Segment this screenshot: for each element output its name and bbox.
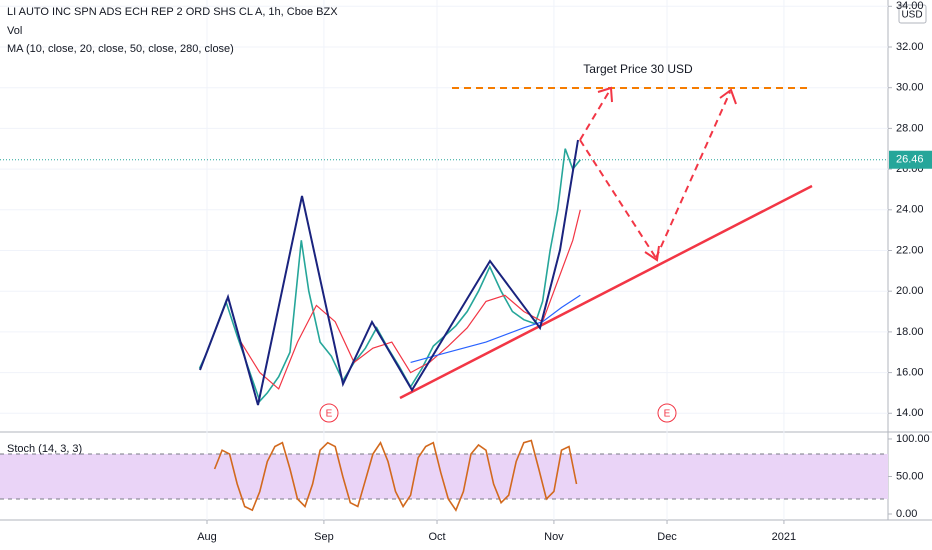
series-line — [410, 294, 581, 363]
y-tick-label: 30.00 — [896, 82, 924, 94]
y-tick-label: 18.00 — [896, 326, 924, 338]
arrow — [579, 89, 611, 141]
y-tick-label: 100.00 — [896, 433, 930, 445]
stoch-band — [0, 453, 888, 499]
y-tick-label: 0.00 — [896, 508, 917, 520]
event-label: E — [326, 409, 333, 420]
y-tick-label: 22.00 — [896, 244, 924, 256]
event-marker: E — [657, 403, 677, 423]
y-tick-label: 16.00 — [896, 366, 924, 378]
last-price-label: 26.46 — [896, 154, 924, 166]
x-tick-label: Sep — [314, 531, 334, 543]
y-tick-label: 20.00 — [896, 285, 924, 297]
x-tick-label: Nov — [544, 531, 564, 543]
currency-label: USD — [901, 10, 922, 21]
trend-line — [399, 184, 813, 400]
y-tick-label: 34.00 — [896, 0, 924, 12]
indicator-label: MA (10, close, 20, close, 50, close, 280… — [7, 43, 234, 55]
arrow — [655, 91, 731, 259]
volume-label: Vol — [7, 25, 22, 37]
y-tick-label: 50.00 — [896, 470, 924, 482]
currency-box[interactable] — [898, 4, 927, 24]
x-tick-label: 2021 — [772, 531, 796, 543]
y-tick-label: 14.00 — [896, 407, 924, 419]
event-circle — [319, 403, 339, 423]
event-marker: E — [319, 403, 339, 423]
series-line — [240, 209, 581, 390]
event-circle — [657, 403, 677, 423]
pattern-zigzag — [199, 139, 579, 406]
x-tick-label: Aug — [197, 531, 217, 543]
arrow-head — [719, 88, 737, 105]
y-tick-label: 24.00 — [896, 204, 924, 216]
y-tick-label: 28.00 — [896, 122, 924, 134]
event-label: E — [664, 409, 671, 420]
annotation: Target Price 30 USD — [583, 62, 693, 76]
arrow-head — [644, 245, 660, 262]
y-tick-label: 32.00 — [896, 41, 924, 53]
projection-arrows — [579, 86, 737, 262]
last-price-box — [889, 150, 932, 169]
x-tick-label: Oct — [428, 531, 445, 543]
chart-title: LI AUTO INC SPN ADS ECH REP 2 ORD SHS CL… — [7, 6, 338, 18]
series-line — [213, 439, 578, 512]
arrow-head — [597, 86, 613, 103]
x-tick-label: Dec — [657, 531, 677, 543]
stoch-label: Stoch (14, 3, 3) — [7, 443, 82, 455]
grid — [0, 0, 888, 520]
